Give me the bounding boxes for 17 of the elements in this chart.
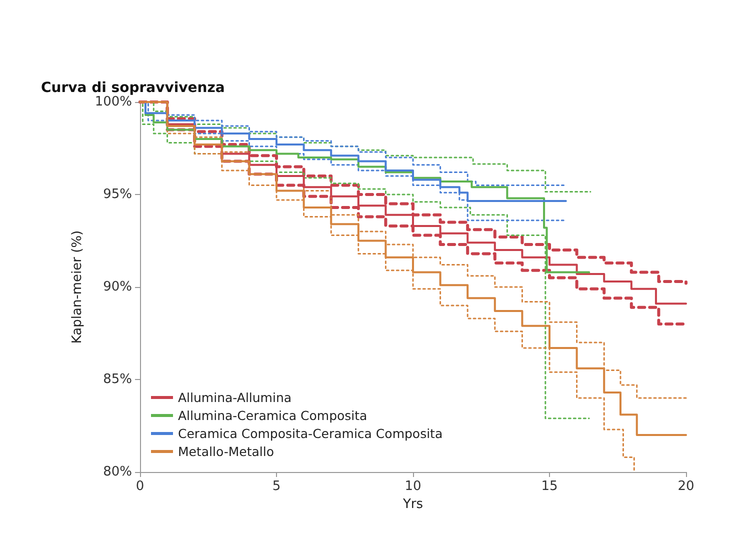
y-axis-title: Kaplan-meier (%) bbox=[70, 230, 85, 344]
y-tick-label: 95% bbox=[103, 187, 132, 202]
y-tick-label: 80% bbox=[103, 464, 132, 480]
chart-title: Curva di sopravvivenza bbox=[41, 80, 225, 96]
x-tick-label: 15 bbox=[541, 479, 558, 494]
y-tick-label: 100% bbox=[94, 94, 132, 110]
legend-label: Allumina-Ceramica Composita bbox=[178, 408, 368, 423]
x-tick-label: 0 bbox=[136, 479, 144, 494]
legend-label: Ceramica Composita-Ceramica Composita bbox=[178, 426, 443, 441]
x-tick-label: 5 bbox=[272, 479, 281, 494]
legend-label: Allumina-Allumina bbox=[178, 390, 292, 405]
x-axis-title: Yrs bbox=[402, 496, 424, 512]
x-tick-label: 20 bbox=[678, 479, 694, 494]
x-tick-label: 10 bbox=[404, 479, 422, 494]
legend-label: Metallo-Metallo bbox=[178, 444, 274, 459]
y-tick-label: 90% bbox=[103, 280, 132, 294]
y-tick-label: 85% bbox=[103, 372, 132, 387]
